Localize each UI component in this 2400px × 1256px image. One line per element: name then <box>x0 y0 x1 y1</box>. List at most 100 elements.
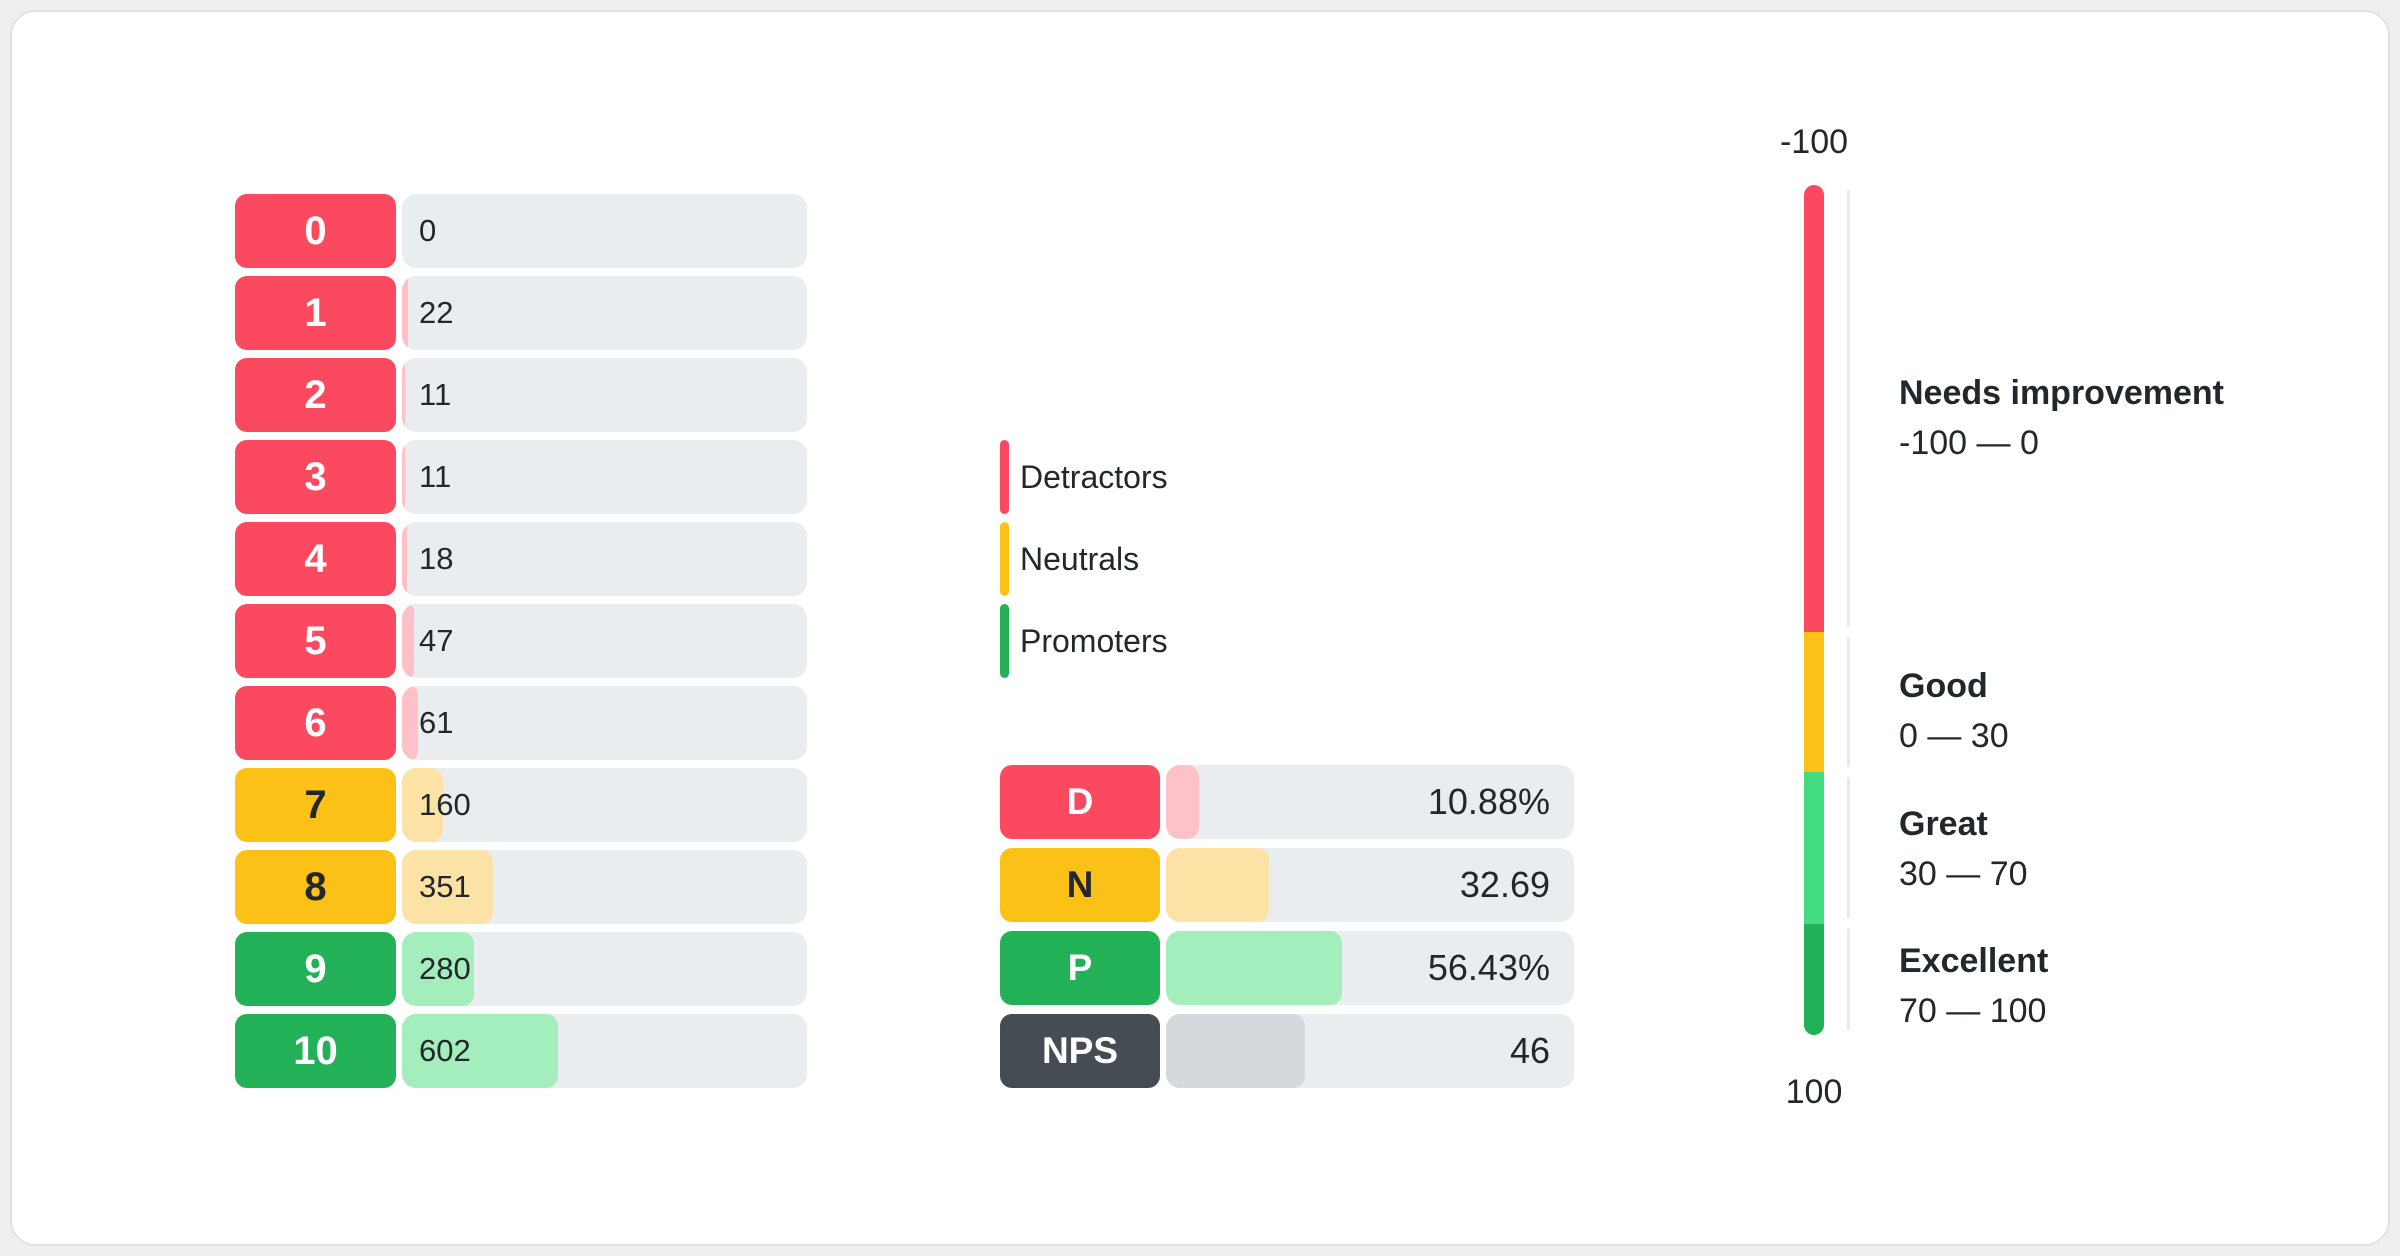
summary-fill-bar <box>1166 931 1342 1005</box>
summary-badge: NPS <box>1000 1014 1160 1088</box>
score-fill-bar <box>402 358 405 432</box>
score-row[interactable]: 4 18 <box>235 522 807 596</box>
score-fill-bar <box>402 686 418 760</box>
score-row[interactable]: 3 11 <box>235 440 807 514</box>
score-count: 602 <box>419 1033 471 1068</box>
summary-row[interactable]: D 10.88% <box>1000 765 1574 839</box>
score-fill-bar <box>402 522 407 596</box>
summary-badge: D <box>1000 765 1160 839</box>
legend-color-pill <box>1000 522 1009 596</box>
score-row[interactable]: 7 160 <box>235 768 807 842</box>
gauge-scale-bar <box>1804 185 1824 1035</box>
score-badge: 7 <box>235 768 396 842</box>
gauge-band-range: 0 — 30 <box>1899 717 2009 755</box>
gauge-tick-line <box>1847 928 1850 1030</box>
summary-track: 46 <box>1166 1014 1574 1088</box>
score-track: 160 <box>402 768 807 842</box>
score-count: 11 <box>419 459 452 494</box>
legend-item[interactable]: Neutrals <box>1000 522 1168 596</box>
score-track: 351 <box>402 850 807 924</box>
gauge-tick-line <box>1847 777 1850 918</box>
gauge-tick-line <box>1847 637 1850 767</box>
score-fill-bar <box>402 932 475 1006</box>
gauge-band-title: Needs improvement <box>1899 374 2224 412</box>
score-fill-bar <box>402 604 415 678</box>
summary-fill-bar <box>1166 848 1269 922</box>
score-count: 22 <box>419 295 454 330</box>
score-track: 0 <box>402 194 807 268</box>
score-track: 22 <box>402 276 807 350</box>
gauge-band-title: Good <box>1899 667 1988 705</box>
gauge-segment-excellent <box>1804 923 1824 1035</box>
legend-item[interactable]: Detractors <box>1000 440 1168 514</box>
summary-track: 10.88% <box>1166 765 1574 839</box>
score-count: 351 <box>419 869 471 904</box>
score-count: 160 <box>419 787 471 822</box>
gauge-band-label: Good 0 — 30 <box>1899 663 2009 759</box>
score-badge: 6 <box>235 686 396 760</box>
score-fill-bar <box>402 276 408 350</box>
gauge-band-title: Excellent <box>1899 942 2049 980</box>
gauge-band-range: -100 — 0 <box>1899 424 2039 462</box>
gauge-band-label: Needs improvement -100 — 0 <box>1899 370 2224 466</box>
score-track: 602 <box>402 1014 807 1088</box>
legend-color-pill <box>1000 604 1009 678</box>
score-row[interactable]: 10 602 <box>235 1014 807 1088</box>
legend: Detractors Neutrals Promoters <box>1000 440 1168 678</box>
gauge-band-label: Excellent 70 — 100 <box>1899 938 2048 1034</box>
score-badge: 0 <box>235 194 396 268</box>
legend-label: Neutrals <box>1020 540 1140 577</box>
legend-item[interactable]: Promoters <box>1000 604 1168 678</box>
summary-value: 46 <box>1509 1030 1550 1071</box>
summary-row[interactable]: P 56.43% <box>1000 931 1574 1005</box>
score-count: 61 <box>419 705 454 740</box>
score-row[interactable]: 9 280 <box>235 932 807 1006</box>
score-track: 11 <box>402 358 807 432</box>
score-fill-bar <box>402 1014 558 1088</box>
score-badge: 3 <box>235 440 396 514</box>
score-badge: 1 <box>235 276 396 350</box>
gauge-band-range: 70 — 100 <box>1899 992 2047 1030</box>
score-track: 47 <box>402 604 807 678</box>
score-row[interactable]: 8 351 <box>235 850 807 924</box>
legend-label: Detractors <box>1020 458 1168 495</box>
gauge-tick-line <box>1847 190 1850 627</box>
score-row[interactable]: 6 61 <box>235 686 807 760</box>
score-row[interactable]: 0 0 <box>235 194 807 268</box>
nps-summary: D 10.88% N 32.69 P 56.43% <box>1000 765 1574 1088</box>
score-fill-bar <box>402 850 494 924</box>
score-count: 0 <box>419 213 437 248</box>
summary-row[interactable]: NPS 46 <box>1000 1014 1574 1088</box>
score-count: 280 <box>419 951 471 986</box>
gauge-axis-bottom-label: 100 <box>1785 1073 1843 1111</box>
summary-track: 32.69 <box>1166 848 1574 922</box>
summary-fill-bar <box>1166 1014 1306 1088</box>
summary-value: 10.88% <box>1427 781 1550 822</box>
gauge-band-title: Great <box>1899 805 1988 843</box>
score-row[interactable]: 5 47 <box>235 604 807 678</box>
score-row[interactable]: 1 22 <box>235 276 807 350</box>
score-distribution-list: 0 0 1 22 2 11 <box>235 194 807 1088</box>
score-row[interactable]: 2 11 <box>235 358 807 432</box>
legend-label: Promoters <box>1020 622 1168 659</box>
score-badge: 2 <box>235 358 396 432</box>
summary-value: 32.69 <box>1459 864 1550 905</box>
score-count: 11 <box>419 377 452 412</box>
score-track: 280 <box>402 932 807 1006</box>
gauge-band-range: 30 — 70 <box>1899 855 2028 893</box>
summary-track: 56.43% <box>1166 931 1574 1005</box>
gauge-segment-needs-improvement <box>1804 185 1824 633</box>
score-count: 47 <box>419 623 454 658</box>
summary-row[interactable]: N 32.69 <box>1000 848 1574 922</box>
score-track: 18 <box>402 522 807 596</box>
summary-badge: P <box>1000 931 1160 1005</box>
gauge-segment-good <box>1804 632 1824 773</box>
legend-color-pill <box>1000 440 1009 514</box>
score-count: 18 <box>419 541 454 576</box>
gauge-band-label: Great 30 — 70 <box>1899 801 2028 897</box>
score-badge: 8 <box>235 850 396 924</box>
gauge-segment-great <box>1804 772 1824 924</box>
summary-badge: N <box>1000 848 1160 922</box>
score-badge: 4 <box>235 522 396 596</box>
score-track: 11 <box>402 440 807 514</box>
